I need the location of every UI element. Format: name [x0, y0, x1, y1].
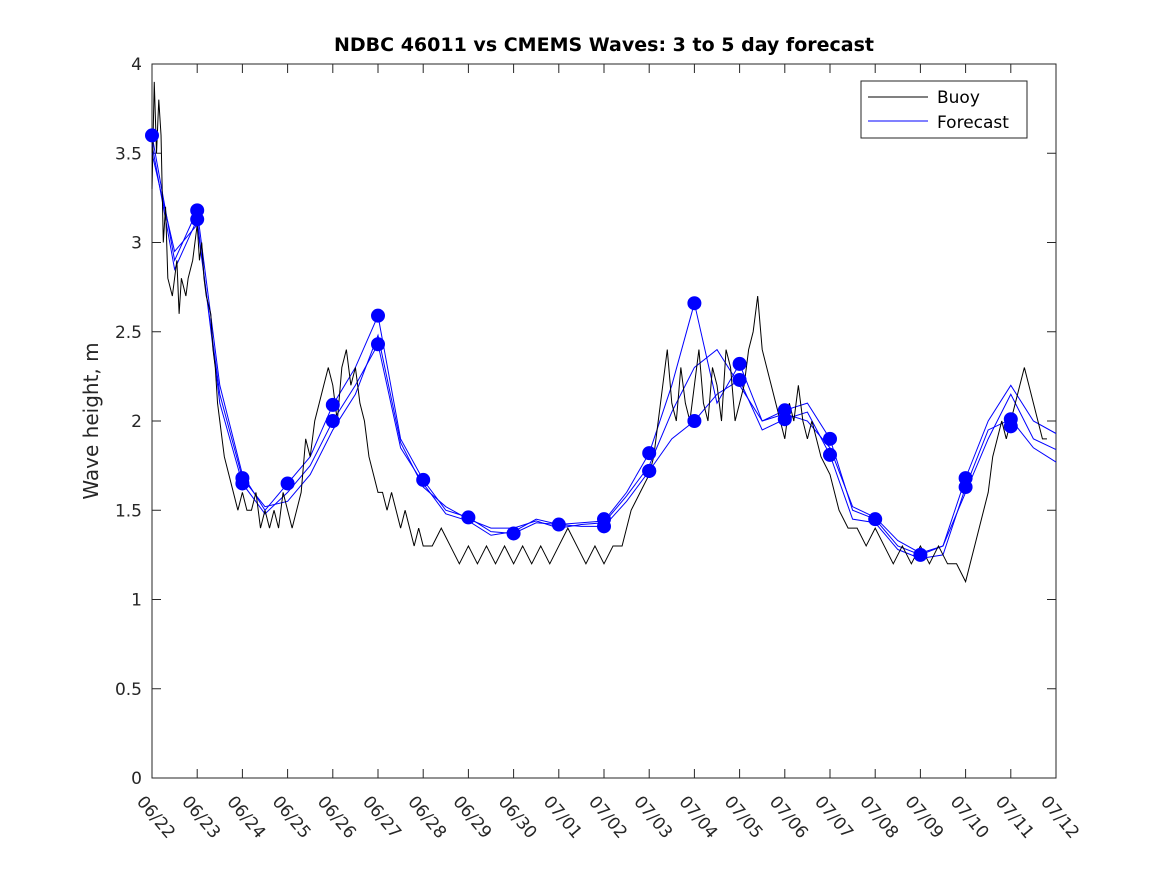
plot-area	[151, 63, 1057, 779]
legend-box	[860, 80, 1028, 139]
y-tick-label: 0	[131, 769, 142, 789]
x-tick-label: 07/08	[855, 792, 902, 842]
forecast-point	[551, 517, 566, 532]
x-tick-label: 07/04	[675, 792, 722, 842]
x-tick-label: 07/01	[539, 792, 586, 842]
x-tick-label: 07/11	[991, 792, 1038, 842]
x-tick-label: 07/02	[584, 792, 631, 842]
forecast-point	[1003, 419, 1018, 434]
chart-title: NDBC 46011 vs CMEMS Waves: 3 to 5 day fo…	[334, 34, 874, 56]
y-tick-label: 3	[131, 234, 142, 254]
forecast-point	[416, 472, 431, 487]
x-tick-label: 07/06	[765, 792, 812, 842]
y-tick-label: 4	[131, 55, 142, 75]
forecast-point	[190, 212, 205, 227]
x-tick-label: 06/28	[403, 792, 450, 842]
forecast-point	[732, 356, 747, 371]
legend: Buoy Forecast	[860, 80, 1028, 139]
x-tick-label: 07/07	[810, 792, 857, 842]
legend-forecast-label: Forecast	[937, 113, 1009, 133]
x-tick-label: 06/24	[223, 792, 270, 842]
forecast-point	[823, 431, 837, 446]
forecast-point	[597, 519, 611, 534]
forecast-point	[325, 414, 340, 428]
x-tick-label: 07/10	[946, 792, 993, 842]
y-tick-label: 2	[131, 412, 142, 432]
x-tick-label: 07/05	[720, 792, 767, 842]
x-tick-label: 06/23	[177, 792, 224, 842]
forecast-point	[235, 476, 250, 491]
forecast-point	[642, 463, 657, 478]
x-tick-label: 06/30	[494, 792, 541, 842]
x-tick-label: 07/12	[1036, 792, 1083, 842]
forecast-point	[913, 547, 928, 562]
x-tick-label: 06/27	[358, 792, 405, 842]
forecast-point	[371, 308, 385, 323]
buoy-series-line	[151, 81, 1047, 584]
forecast-point	[958, 480, 973, 495]
legend-buoy-label: Buoy	[937, 88, 980, 108]
y-tick-label: 2.5	[115, 323, 142, 343]
forecast-point	[461, 510, 476, 525]
forecast-point	[687, 414, 702, 428]
y-axis: 0 0.5 1 1.5 2 2.5 3 3.5 4	[115, 55, 1056, 789]
x-tick-label: 06/26	[313, 792, 360, 842]
y-axis-label: Wave height, m	[79, 342, 103, 499]
forecast-point	[868, 512, 883, 527]
forecast-point	[145, 128, 159, 143]
forecast-point	[823, 447, 837, 462]
forecast-point	[325, 397, 340, 412]
x-tick-label: 07/03	[629, 792, 676, 842]
forecast-markers	[145, 128, 1018, 562]
y-tick-label: 1.5	[115, 501, 142, 521]
y-tick-label: 0.5	[115, 680, 142, 700]
forecast-point	[687, 296, 702, 311]
x-tick-label: 06/29	[449, 792, 496, 842]
forecast-point	[732, 372, 747, 387]
x-tick-label: 07/09	[901, 792, 948, 842]
forecast-point	[280, 476, 295, 491]
x-tick-label: 06/22	[132, 792, 179, 842]
forecast-point	[371, 337, 385, 352]
forecast-point	[506, 526, 521, 541]
x-tick-label: 06/25	[268, 792, 315, 842]
y-tick-label: 1	[131, 591, 142, 611]
y-tick-label: 3.5	[115, 144, 142, 164]
forecast-point	[777, 412, 792, 427]
forecast-point	[642, 446, 657, 461]
